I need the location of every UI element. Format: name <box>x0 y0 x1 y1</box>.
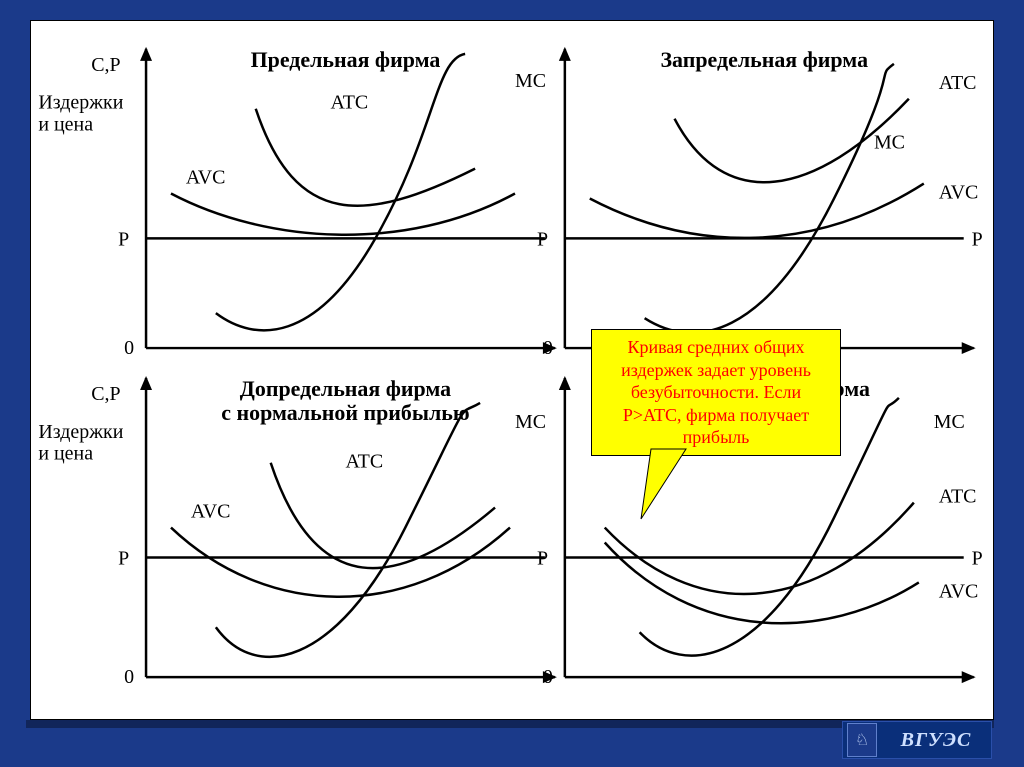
svg-text:C,P: C,P <box>91 54 120 76</box>
svg-text:MC: MC <box>515 70 546 92</box>
svg-text:P: P <box>972 228 983 250</box>
svg-text:Допредельная фирмас нормальной: Допредельная фирмас нормальной прибылью <box>221 376 469 425</box>
svg-text:AVC: AVC <box>939 580 979 602</box>
svg-text:0: 0 <box>543 337 553 359</box>
svg-text:0: 0 <box>124 337 134 359</box>
economics-diagram: Предельная фирма P MC ATC AVC 0 C,P Издержкии ц… <box>31 21 993 719</box>
svg-text:P: P <box>118 228 129 250</box>
svg-text:ATC: ATC <box>939 72 977 94</box>
svg-text:P: P <box>537 547 548 569</box>
svg-text:0: 0 <box>543 666 553 688</box>
svg-text:P: P <box>118 547 129 569</box>
svg-text:MC: MC <box>874 132 905 154</box>
svg-text:C,P: C,P <box>91 383 120 405</box>
svg-text:Запредельная фирма: Запредельная фирма <box>660 47 868 72</box>
svg-text:Предельная фирма: Предельная фирма <box>251 47 441 72</box>
svg-text:AVC: AVC <box>939 181 979 203</box>
svg-text:AVC: AVC <box>191 501 231 523</box>
svg-text:ATC: ATC <box>331 92 369 114</box>
svg-text:MC: MC <box>934 411 965 433</box>
callout-text: Кривая средних общих издержек задает уро… <box>621 337 811 447</box>
svg-text:ATC: ATC <box>939 486 977 508</box>
footer-logo: ♘ ВГУЭС <box>842 721 992 759</box>
logo-emblem-icon: ♘ <box>847 723 877 757</box>
svg-text:MC: MC <box>515 411 546 433</box>
svg-text:Издержкии цена: Издержкии цена <box>38 92 123 136</box>
callout-tail <box>631 449 701 529</box>
svg-text:AVC: AVC <box>186 167 226 189</box>
callout-box: Кривая средних общих издержек задает уро… <box>591 329 841 456</box>
svg-text:0: 0 <box>124 666 134 688</box>
svg-text:Издержкии цена: Издержкии цена <box>38 421 123 465</box>
svg-text:ATC: ATC <box>345 451 383 473</box>
svg-text:P: P <box>537 228 548 250</box>
svg-text:P: P <box>972 547 983 569</box>
logo-text: ВГУЭС <box>881 729 991 752</box>
figure-frame: Предельная фирма P MC ATC AVC 0 C,P Издержкии ц… <box>30 20 994 720</box>
